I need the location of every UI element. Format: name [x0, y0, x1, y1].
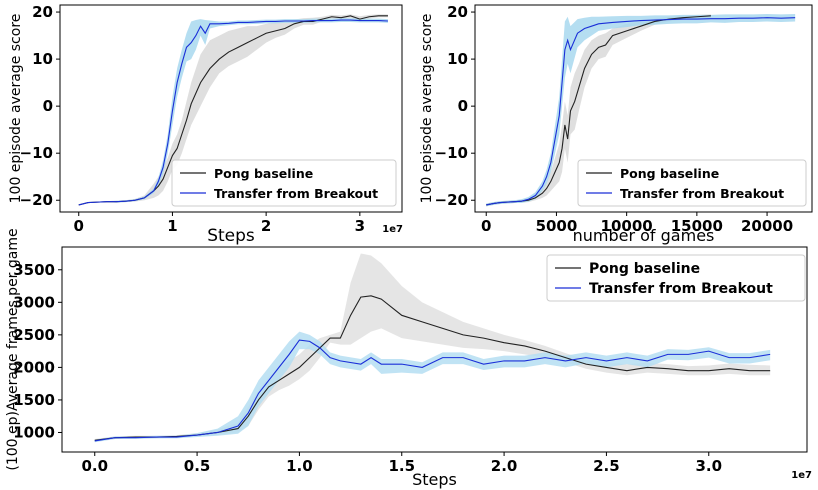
- panel-c-x-label: Steps: [412, 470, 457, 489]
- y-tick-label: 2500: [13, 326, 55, 344]
- panel-b-x-label: number of games: [573, 226, 715, 245]
- x-tick-label: 0: [74, 217, 84, 235]
- panel-c-bands: [94, 253, 771, 443]
- panel-a-frame: [59, 4, 403, 213]
- y-tick-label: 10: [447, 50, 468, 68]
- panel-a-x-label: Steps: [207, 226, 255, 246]
- y-tick-label: 1500: [13, 391, 55, 409]
- series-line-transfer-from-breakout: [486, 17, 796, 206]
- series-line-transfer-from-breakout: [94, 339, 771, 442]
- series-line-pong-baseline: [94, 295, 771, 441]
- panel-c-frame: [61, 246, 808, 453]
- x-tick-label: 1.0: [286, 457, 313, 475]
- panel-c-x-ticks: 0.0 0.5 1.0 1.5 2.0 2.5 3.0: [81, 452, 722, 475]
- y-tick-label: 1000: [13, 423, 55, 441]
- panel-a-bands: [78, 14, 388, 205]
- legend-box: [171, 159, 397, 207]
- panel-a-y-ticks: −20 −10 0 10 20: [20, 3, 60, 209]
- x-tick-label: 2.0: [491, 457, 518, 475]
- panel-b-y-ticks: −20 −10 0 10 20: [435, 3, 475, 209]
- legend-box: [577, 159, 807, 207]
- x-tick-label: 5000: [536, 217, 578, 235]
- series-line-transfer-from-breakout: [78, 19, 388, 206]
- panel-c-lines: [94, 295, 771, 442]
- x-tick-label: 1.5: [388, 457, 415, 475]
- y-tick-label: 3500: [13, 261, 55, 279]
- y-tick-label: 20: [32, 3, 53, 21]
- legend-box: [546, 254, 806, 302]
- x-tick-label: 0.5: [184, 457, 211, 475]
- y-tick-label: 20: [447, 3, 468, 21]
- panel-b-y-label: 100 episode average score: [419, 14, 435, 204]
- panel-b-frame: [474, 4, 813, 213]
- x-tick-label: 20000: [741, 217, 793, 235]
- panel-c-y-label: (100 ep)Average frames per game: [5, 228, 21, 470]
- panel-b-x-ticks: 0 5000 10000 15000 20000: [481, 212, 793, 235]
- x-tick-label: 0.0: [81, 457, 108, 475]
- x-tick-label: 3: [355, 217, 365, 235]
- panel-c-x-multiplier: 1e7: [791, 470, 812, 481]
- y-tick-label: −20: [435, 191, 468, 209]
- panel-c-y-ticks: 1000 1500 2000 2500 3000 3500: [13, 261, 62, 441]
- y-tick-label: 0: [43, 97, 53, 115]
- panel-steps-vs-score: 0 1 2 3 −20 −10 0 10 20 Steps 100 episode avera…: [8, 3, 403, 246]
- panel-b-lines: [486, 15, 796, 206]
- x-tick-label: 2.5: [593, 457, 620, 475]
- y-tick-label: −10: [435, 144, 468, 162]
- band-transfer-from-breakout: [94, 331, 771, 443]
- x-tick-label: 3.0: [695, 457, 722, 475]
- y-tick-label: 0: [458, 97, 468, 115]
- x-tick-label: 0: [481, 217, 491, 235]
- panel-a-legend: Pong baseline Transfer from Breakout: [171, 159, 397, 207]
- x-tick-label: 15000: [671, 217, 723, 235]
- x-tick-label: 1: [167, 217, 177, 235]
- legend-label-pong-baseline: Pong baseline: [589, 261, 700, 277]
- panel-a-x-ticks: 0 1 2 3: [74, 212, 365, 235]
- y-tick-label: −20: [20, 191, 53, 209]
- legend-label-pong-baseline: Pong baseline: [620, 166, 719, 181]
- legend-label-pong-baseline: Pong baseline: [214, 166, 313, 181]
- x-tick-label: 2: [261, 217, 271, 235]
- panel-a-x-multiplier: 1e7: [382, 224, 403, 235]
- band-pong-baseline: [78, 14, 388, 205]
- panel-a-lines: [78, 15, 388, 206]
- y-tick-label: 10: [32, 50, 53, 68]
- legend-label-transfer-from-breakout: Transfer from Breakout: [214, 186, 378, 201]
- y-tick-label: −10: [20, 144, 53, 162]
- y-tick-label: 2000: [13, 358, 55, 376]
- panel-steps-vs-frames: 0.0 0.5 1.0 1.5 2.0 2.5 3.0 1000 1500 2000 2500 30…: [5, 228, 812, 489]
- legend-label-transfer-from-breakout: Transfer from Breakout: [620, 186, 784, 201]
- x-tick-label: 10000: [601, 217, 653, 235]
- panel-c-legend: Pong baseline Transfer from Breakout: [546, 254, 806, 302]
- band-pong-baseline: [486, 14, 711, 207]
- panel-a-y-label: 100 episode average score: [8, 14, 24, 204]
- y-tick-label: 3000: [13, 293, 55, 311]
- legend-label-transfer-from-breakout: Transfer from Breakout: [589, 281, 773, 297]
- panel-games-vs-score: 0 5000 10000 15000 20000 −20 −10 0 10 20 number …: [419, 3, 813, 245]
- panel-b-legend: Pong baseline Transfer from Breakout: [577, 159, 807, 207]
